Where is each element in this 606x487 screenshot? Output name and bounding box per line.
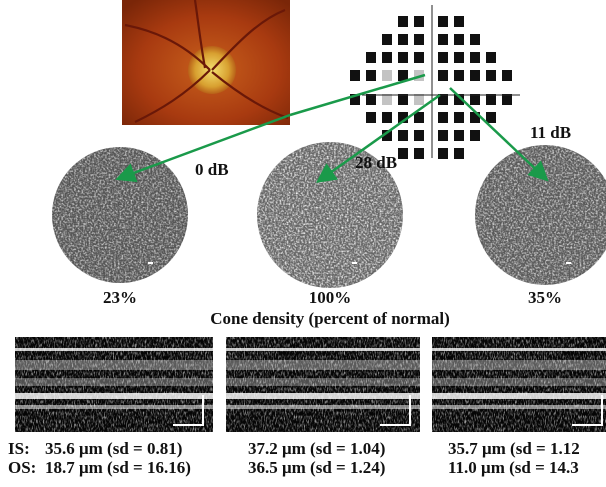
scale-bar xyxy=(352,262,357,264)
vf-square xyxy=(470,52,480,63)
density-label: 100% xyxy=(309,288,352,307)
vf-square xyxy=(502,70,512,81)
vf-square xyxy=(470,34,480,45)
vf-square xyxy=(350,70,360,81)
vf-square xyxy=(486,70,496,81)
vf-square xyxy=(398,148,408,159)
vf-square xyxy=(454,70,464,81)
thickness-text: 11.0 μm (sd = 14.3 xyxy=(448,458,579,477)
visual-field xyxy=(350,16,512,159)
thickness-text: 18.7 μm (sd = 16.16) xyxy=(45,458,191,477)
oct-panels xyxy=(15,337,606,432)
vf-square xyxy=(438,148,448,159)
vf-square xyxy=(454,112,464,123)
vf-square xyxy=(366,52,376,63)
thickness-text: 35.6 μm (sd = 0.81) xyxy=(45,439,182,458)
cone-image xyxy=(473,143,606,287)
vf-square xyxy=(438,112,448,123)
vf-square xyxy=(454,52,464,63)
thickness-text: 37.2 μm (sd = 1.04) xyxy=(248,439,385,458)
figure: 0 dB 28 dB 11 dB 23% 100% 35% Cone densi… xyxy=(0,0,606,487)
vf-square xyxy=(454,130,464,141)
scale-bar xyxy=(566,262,571,264)
vf-square xyxy=(486,52,496,63)
vf-square xyxy=(398,34,408,45)
cone-image xyxy=(50,145,190,285)
vf-square xyxy=(414,130,424,141)
vf-square xyxy=(382,112,392,123)
vf-square xyxy=(382,52,392,63)
density-axis-label: Cone density (percent of normal) xyxy=(210,309,450,328)
oct-noise xyxy=(15,337,213,432)
density-label: 35% xyxy=(528,288,562,307)
vf-square xyxy=(438,16,448,27)
vf-square xyxy=(470,94,480,105)
density-label: 23% xyxy=(103,288,137,307)
thickness-text: 35.7 μm (sd = 1.12 xyxy=(448,439,580,458)
vf-square xyxy=(438,70,448,81)
vf-square xyxy=(438,130,448,141)
vf-square xyxy=(366,112,376,123)
vf-square xyxy=(414,94,424,105)
sensitivity-label: 28 dB xyxy=(355,153,397,172)
vf-square xyxy=(454,16,464,27)
figure-svg: 0 dB 28 dB 11 dB 23% 100% 35% Cone densi… xyxy=(0,0,606,487)
vf-square xyxy=(398,52,408,63)
sensitivity-label: 11 dB xyxy=(530,123,571,142)
vf-square xyxy=(454,34,464,45)
oct-noise xyxy=(432,337,606,432)
vf-square xyxy=(366,94,376,105)
vf-square xyxy=(398,130,408,141)
vf-square xyxy=(438,52,448,63)
vf-square xyxy=(486,112,496,123)
oct-noise xyxy=(226,337,420,432)
vf-square xyxy=(454,148,464,159)
vf-square xyxy=(414,52,424,63)
vf-square xyxy=(470,130,480,141)
row-label: OS: xyxy=(8,458,36,477)
vf-square xyxy=(382,34,392,45)
vf-square xyxy=(470,70,480,81)
sensitivity-label: 0 dB xyxy=(195,160,229,179)
vf-square xyxy=(382,94,392,105)
vf-square xyxy=(398,16,408,27)
vf-square xyxy=(414,34,424,45)
scale-bar xyxy=(148,262,153,264)
vf-square xyxy=(366,70,376,81)
vf-square xyxy=(486,94,496,105)
vf-square xyxy=(414,16,424,27)
vf-square xyxy=(502,94,512,105)
vf-square xyxy=(398,94,408,105)
row-label: IS: xyxy=(8,439,30,458)
thickness-text: 36.5 μm (sd = 1.24) xyxy=(248,458,385,477)
vf-square xyxy=(414,148,424,159)
vf-square xyxy=(382,70,392,81)
vf-square xyxy=(438,34,448,45)
